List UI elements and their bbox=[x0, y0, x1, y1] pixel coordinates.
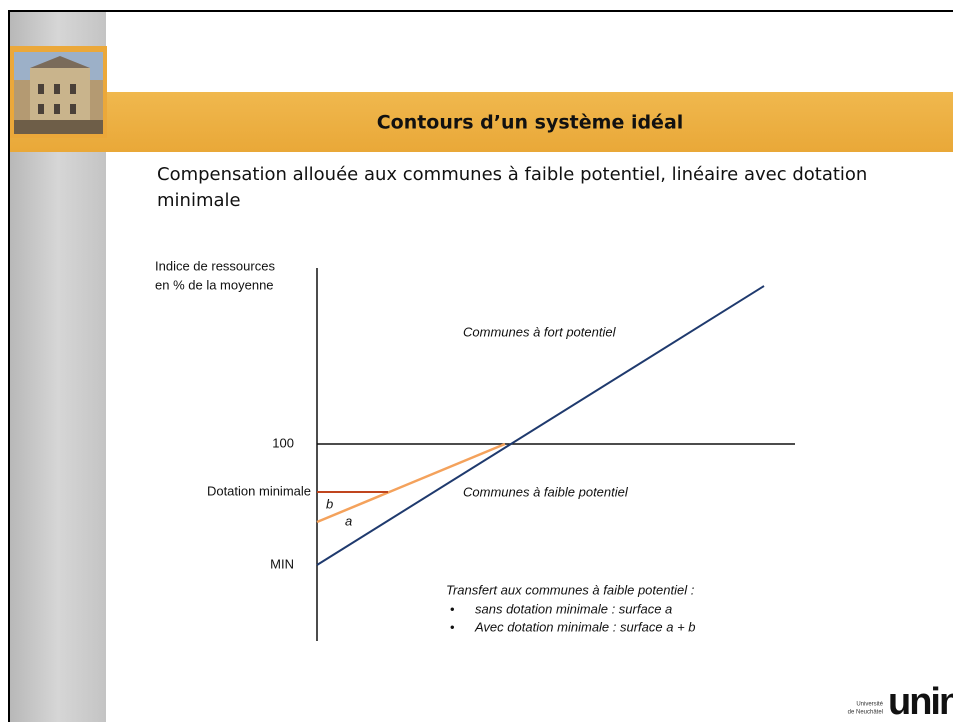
page: {"header": {"title": "Contours d’un syst… bbox=[0, 0, 953, 722]
label-a: a bbox=[345, 513, 352, 528]
logo-text: Université bbox=[856, 702, 883, 708]
logo-mark: unine bbox=[888, 681, 953, 722]
body-text: minimale bbox=[157, 190, 241, 211]
body-text: Compensation allouée aux communes à faib… bbox=[157, 164, 867, 185]
label-100: 100 bbox=[272, 435, 294, 450]
note-item: sans dotation minimale : surface a bbox=[475, 601, 672, 616]
label-b: b bbox=[326, 496, 333, 511]
axis-label: Indice de ressources bbox=[155, 258, 275, 273]
label-min: MIN bbox=[270, 556, 294, 571]
slide-title: Contours d’un système idéal bbox=[377, 112, 684, 134]
label-dotation: Dotation minimale bbox=[207, 483, 311, 498]
note-item: Avec dotation minimale : surface a + b bbox=[474, 619, 696, 634]
axis-label: en % de la moyenne bbox=[155, 277, 274, 292]
logo-text: de Neuchâtel bbox=[848, 710, 883, 716]
slide: Contours d’un système idéal Compensation… bbox=[0, 0, 953, 722]
region-label: Communes à faible potentiel bbox=[463, 484, 629, 499]
note-title: Transfert aux communes à faible potentie… bbox=[446, 582, 695, 597]
bullet: • bbox=[450, 619, 455, 634]
photo bbox=[14, 52, 103, 134]
region-label: Communes à fort potentiel bbox=[463, 324, 617, 339]
bullet: • bbox=[450, 601, 455, 616]
